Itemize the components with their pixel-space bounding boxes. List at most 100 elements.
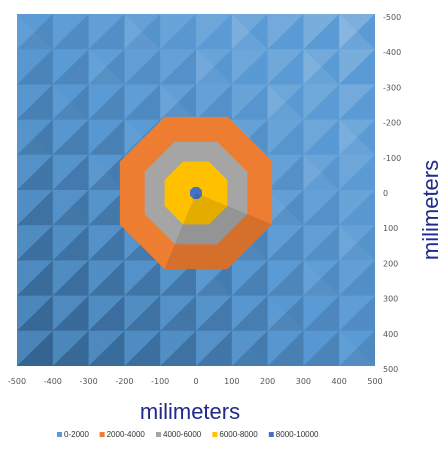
x-tick-label: -100 bbox=[151, 377, 169, 386]
surface-facet bbox=[196, 260, 232, 296]
surface-facet bbox=[231, 84, 268, 120]
surface-facet bbox=[339, 14, 375, 50]
surface-facet bbox=[339, 14, 375, 50]
plot-area bbox=[17, 14, 375, 366]
surface-facet bbox=[196, 295, 232, 331]
surface-facet bbox=[17, 190, 53, 226]
y-tick-label: -100 bbox=[383, 154, 401, 163]
y-axis-title: milimeters bbox=[418, 160, 440, 260]
surface-facet bbox=[52, 154, 89, 190]
surface-facet bbox=[88, 330, 125, 366]
surface-facet bbox=[231, 260, 268, 296]
y-tick-label: 0 bbox=[383, 189, 388, 198]
surface-facet bbox=[196, 295, 232, 331]
surface-facet bbox=[196, 49, 232, 85]
surface-facet bbox=[339, 330, 375, 366]
surface-facet bbox=[267, 14, 304, 50]
surface-facet bbox=[196, 330, 232, 366]
surface-facet bbox=[88, 190, 125, 226]
surface-facet bbox=[303, 225, 340, 261]
contour-bands bbox=[119, 116, 273, 270]
surface-facet bbox=[160, 330, 196, 366]
legend-label: 6000-8000 bbox=[219, 430, 258, 439]
surface-facet bbox=[124, 49, 161, 85]
legend: 0-2000 2000-4000 4000-6000 6000-8000 8000-10… bbox=[57, 430, 319, 439]
surface-facet bbox=[52, 295, 89, 331]
surface-facet bbox=[124, 260, 161, 296]
surface-facet bbox=[339, 49, 375, 85]
surface-facet bbox=[124, 14, 161, 50]
surface-facet bbox=[267, 330, 304, 366]
y-tick-label: 300 bbox=[383, 295, 398, 304]
surface-facet bbox=[160, 260, 196, 296]
surface-facet bbox=[88, 14, 125, 50]
surface-facet bbox=[267, 119, 304, 155]
y-axis-ticks: -500 -400 -300 -200 -100 0 100 200 300 400 500 bbox=[383, 13, 401, 374]
surface-facet bbox=[124, 295, 161, 331]
surface-facet bbox=[267, 295, 304, 331]
y-tick-label: -400 bbox=[383, 48, 401, 57]
surface-facet bbox=[52, 330, 89, 366]
x-axis-title: milimeters bbox=[140, 399, 240, 424]
surface-facet bbox=[339, 119, 375, 155]
surface-facet bbox=[339, 84, 375, 120]
legend-label: 4000-6000 bbox=[163, 430, 202, 439]
surface-facet bbox=[196, 260, 232, 296]
surface-facet bbox=[267, 119, 304, 155]
surface-facet bbox=[160, 49, 196, 85]
surface-facet bbox=[231, 330, 268, 366]
surface-facet bbox=[196, 84, 232, 120]
y-tick-label: 200 bbox=[383, 259, 398, 268]
surface-facet bbox=[88, 154, 125, 190]
surface-facet bbox=[88, 84, 125, 120]
surface-facet bbox=[88, 225, 125, 261]
surface-facet bbox=[17, 84, 53, 120]
surface-facet bbox=[196, 330, 232, 366]
surface-facet bbox=[124, 260, 161, 296]
surface-facet bbox=[267, 330, 304, 366]
surface-facet bbox=[231, 14, 268, 50]
surface-facet bbox=[17, 154, 53, 190]
surface-facet bbox=[88, 14, 125, 50]
x-axis-ticks: -500 -400 -300 -200 -100 0 100 200 300 400 500 bbox=[8, 377, 383, 386]
surface-facet bbox=[231, 295, 268, 331]
surface-facet bbox=[303, 260, 340, 296]
surface-facet bbox=[52, 154, 89, 190]
surface-facet bbox=[17, 154, 53, 190]
surface-facet bbox=[88, 260, 125, 296]
surface-facet bbox=[303, 84, 340, 120]
surface-facet bbox=[303, 119, 340, 155]
contour-band-8000-10000 bbox=[190, 187, 202, 199]
surface-facet bbox=[52, 225, 89, 261]
surface-facet bbox=[339, 260, 375, 296]
surface-facet bbox=[160, 84, 196, 120]
surface-facet bbox=[267, 190, 304, 226]
surface-facet bbox=[88, 295, 125, 331]
surface-facet bbox=[339, 225, 375, 261]
surface-facet bbox=[339, 295, 375, 331]
surface-facet bbox=[17, 260, 53, 296]
surface-facet bbox=[88, 295, 125, 331]
surface-facet bbox=[231, 295, 268, 331]
surface-facet bbox=[196, 14, 232, 50]
surface-facet bbox=[231, 14, 268, 50]
contour-shade bbox=[183, 193, 228, 225]
surface-facet bbox=[303, 295, 340, 331]
surface-facet bbox=[88, 49, 125, 85]
y-tick-label: 400 bbox=[383, 330, 398, 339]
x-tick-label: 400 bbox=[332, 377, 347, 386]
surface-facet bbox=[196, 84, 232, 120]
surface-facet bbox=[124, 330, 161, 366]
surface-facet bbox=[303, 154, 340, 190]
surface-facet bbox=[231, 330, 268, 366]
surface-facet bbox=[52, 119, 89, 155]
surface-facet bbox=[231, 84, 268, 120]
surface-facet bbox=[160, 84, 196, 120]
surface-facet bbox=[17, 295, 53, 331]
surface-facet bbox=[267, 154, 304, 190]
surface-facet bbox=[303, 190, 340, 226]
surface-facet bbox=[52, 260, 89, 296]
contour-shade bbox=[193, 193, 202, 199]
surface-facet bbox=[88, 154, 125, 190]
